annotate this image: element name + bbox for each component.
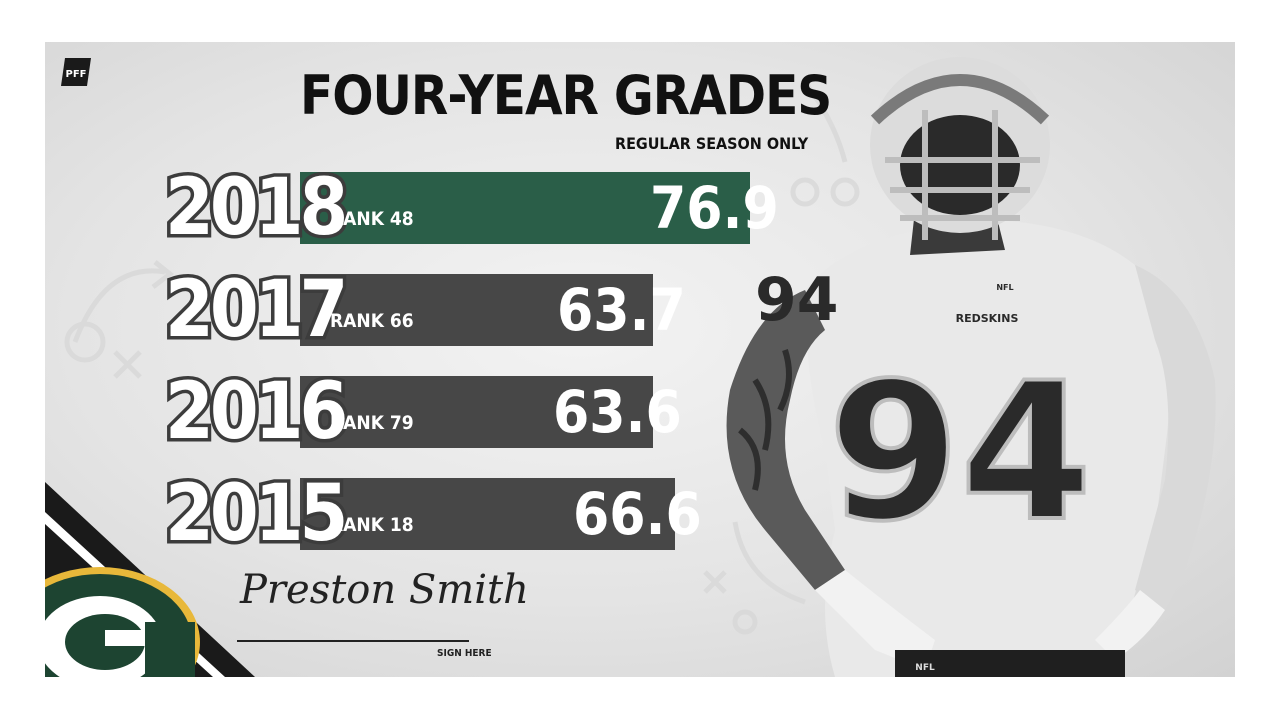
grade-bar [300, 172, 750, 244]
rank-label: RANK 18 [330, 514, 414, 536]
grade-row-2018: 2018 RANK 48 76.9 [45, 160, 778, 257]
grade-value: 66.6 [573, 480, 702, 548]
grade-bar [300, 478, 675, 550]
grade-row-2015: 2015 RANK 18 66.6 [45, 466, 701, 563]
team-wordmark: REDSKINS [956, 312, 1019, 325]
rank-label: RANK 48 [330, 208, 414, 230]
sign-here-caption: SIGN HERE [437, 648, 492, 659]
year-label: 2015 [161, 466, 351, 563]
pff-logo: PFF [61, 58, 91, 86]
player-signature: Preston Smith [240, 567, 529, 613]
page-subtitle: REGULAR SEASON ONLY [615, 134, 809, 153]
jersey-number: 94 [828, 342, 1092, 563]
shoulder-number: 94 [755, 265, 839, 335]
grade-bar [300, 376, 653, 448]
grade-bar [300, 274, 653, 346]
nfl-belt-shield: NFL [915, 663, 935, 673]
logo-text: PFF [66, 69, 87, 80]
graphic-card: PFF FOUR-YEAR GRADES REGULAR SEASON ONLY… [45, 42, 1235, 677]
grade-row-2017: 2017 RANK 66 63.7 [45, 262, 685, 359]
team-logo-corner [45, 482, 255, 677]
year-label: 2017 [161, 262, 351, 359]
signature-line [237, 640, 469, 642]
grade-value: 76.9 [650, 174, 779, 242]
grade-row-2016: 2016 RANK 79 63.6 [45, 364, 681, 461]
year-label: 2018 [161, 160, 351, 257]
grade-value: 63.6 [553, 378, 682, 446]
nfl-shield: NFL [996, 283, 1013, 292]
grade-value: 63.7 [557, 276, 686, 344]
year-label: 2016 [161, 364, 351, 461]
rank-label: RANK 79 [330, 412, 414, 434]
page-title: FOUR-YEAR GRADES [300, 64, 832, 127]
rank-label: RANK 66 [330, 310, 414, 332]
play-diagram-decoration [64, 80, 860, 635]
player-photo: 94 94 REDSKINS NFL NFL [726, 57, 1216, 677]
